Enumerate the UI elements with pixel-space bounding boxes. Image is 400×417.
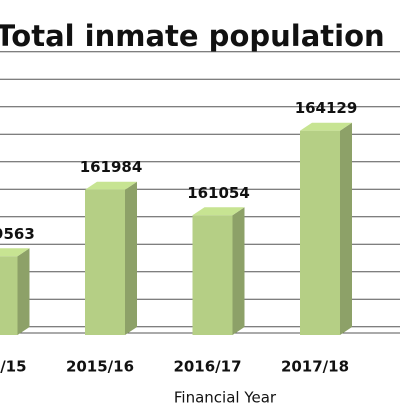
- data-label: 159563: [0, 225, 35, 243]
- bar: [192, 215, 233, 335]
- bar-side: [340, 122, 352, 335]
- bar-top: [192, 207, 245, 216]
- x-tick-label: 2017/18: [281, 358, 349, 376]
- bar-top: [300, 122, 352, 131]
- bar-side: [125, 181, 137, 335]
- bar-top: [85, 181, 137, 190]
- data-label: 164129: [295, 99, 358, 117]
- x-tick-label: 2016/17: [173, 358, 241, 376]
- chart-title: Total inmate population: [0, 19, 385, 53]
- bar-side: [232, 207, 245, 335]
- data-label: 161054: [187, 184, 250, 202]
- bar-side: [17, 248, 30, 335]
- data-label: 161984: [80, 158, 143, 176]
- bar: [0, 256, 18, 335]
- bar: [85, 189, 125, 335]
- bar: [300, 130, 340, 335]
- x-axis-label: Financial Year: [174, 389, 277, 407]
- x-tick-label: 2014/15: [0, 358, 27, 376]
- x-tick-label: 2015/16: [66, 358, 134, 376]
- bar-top: [0, 248, 30, 257]
